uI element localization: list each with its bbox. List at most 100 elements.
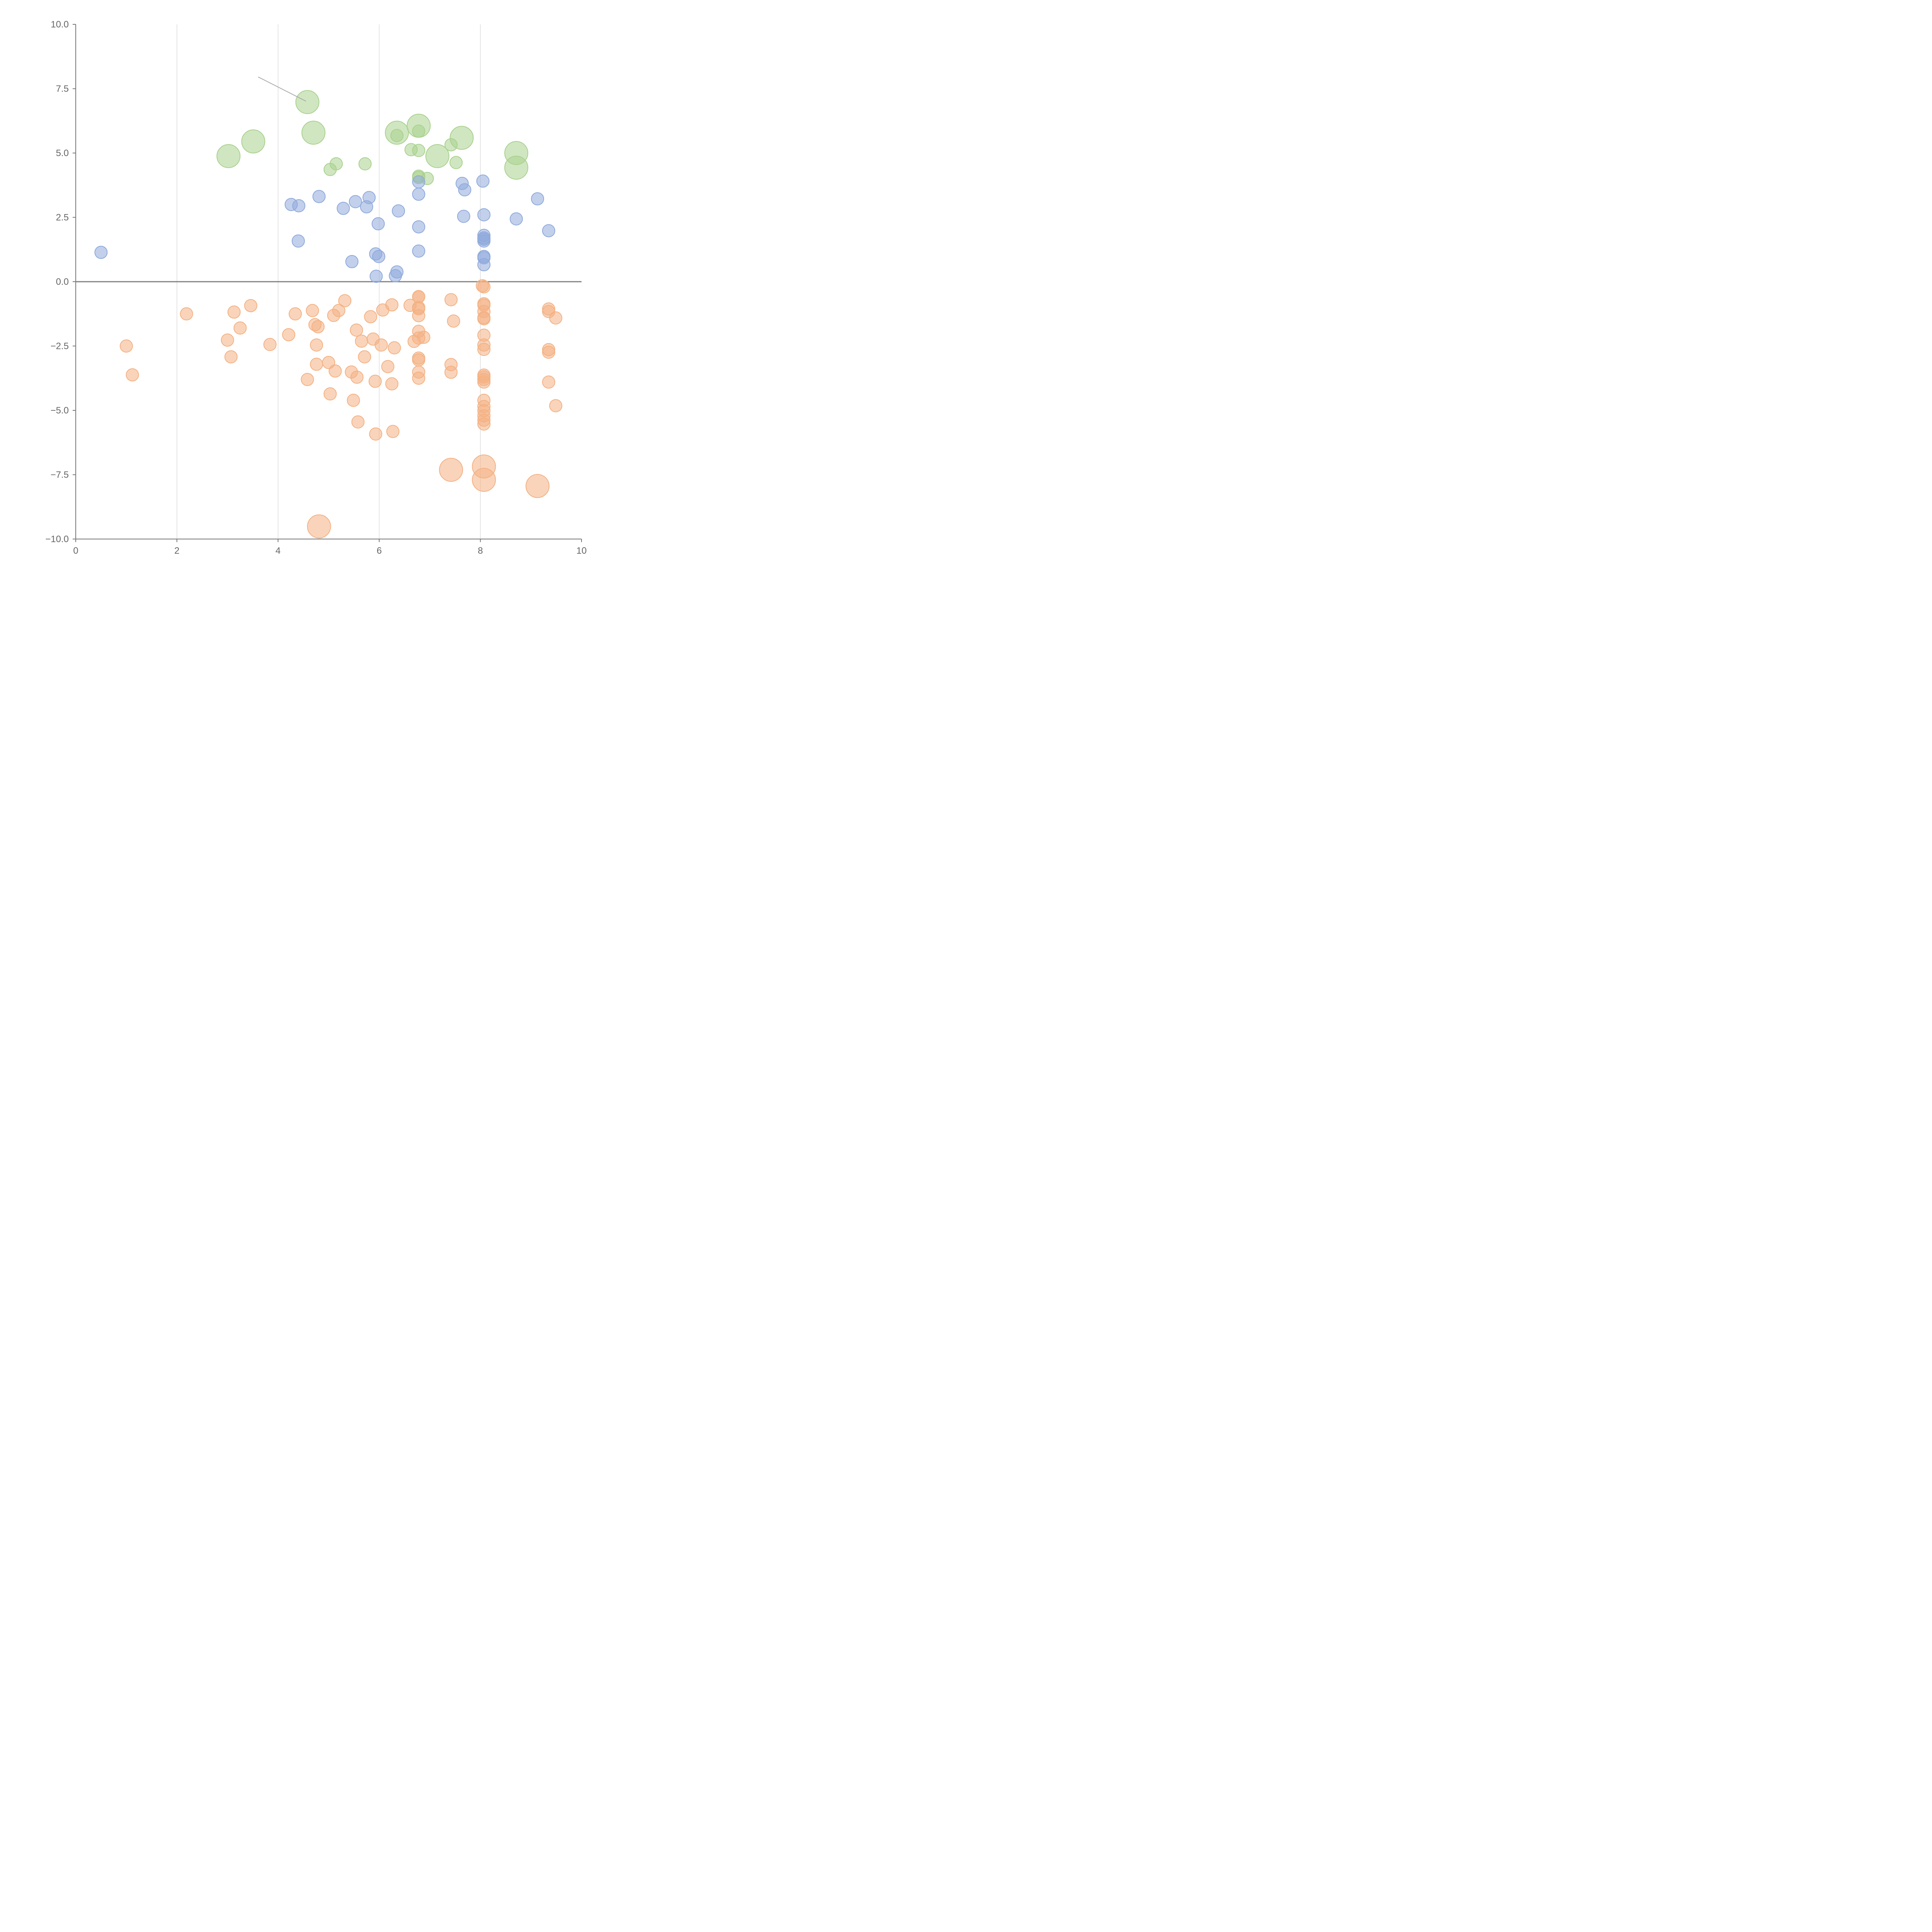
data-point — [292, 199, 306, 213]
data-point — [542, 345, 555, 359]
data-point — [323, 163, 337, 176]
y-tick-label: 5.0 — [56, 148, 69, 158]
data-point — [385, 377, 399, 391]
data-point — [338, 294, 352, 308]
data-point — [289, 307, 302, 321]
data-point — [542, 375, 555, 389]
data-point — [94, 246, 108, 259]
data-point — [549, 399, 563, 413]
data-point — [542, 224, 555, 238]
data-point — [386, 425, 400, 438]
data-point — [412, 220, 425, 234]
data-point — [412, 244, 425, 258]
data-point — [371, 217, 385, 231]
data-point — [412, 353, 425, 367]
data-point — [389, 269, 402, 282]
data-point — [477, 208, 491, 221]
data-point — [477, 258, 491, 272]
data-point — [372, 250, 386, 263]
data-point — [477, 312, 491, 325]
data-point — [295, 90, 320, 114]
axes — [75, 24, 582, 539]
scatter-chart: 0 2 4 6 8 10 −10.0 −7.5 −5.0 −2.5 0.0 2.5 5.0 7.5 10.0 — [45, 19, 587, 556]
data-point — [374, 338, 388, 352]
data-point — [351, 415, 365, 429]
data-point — [412, 371, 425, 385]
data-point — [390, 129, 404, 142]
annotations — [258, 77, 306, 102]
data-point — [310, 338, 323, 352]
x-tick-label: 6 — [377, 546, 382, 556]
data-point — [510, 212, 523, 226]
data-point — [216, 144, 241, 168]
data-point — [350, 323, 363, 337]
y-tick-label: −7.5 — [51, 470, 69, 480]
data-point — [364, 310, 378, 323]
data-point — [412, 124, 425, 138]
data-point — [412, 144, 425, 157]
data-points — [94, 90, 563, 539]
data-point — [531, 192, 544, 206]
data-point — [345, 255, 359, 269]
data-point — [444, 366, 458, 379]
data-point — [388, 341, 401, 355]
data-point — [425, 144, 449, 168]
data-point — [358, 157, 372, 170]
data-point — [224, 350, 238, 364]
data-point — [457, 209, 471, 223]
leader-line — [258, 77, 306, 102]
y-tick-label: 2.5 — [56, 213, 69, 223]
data-point — [337, 202, 350, 215]
data-point — [355, 334, 368, 348]
data-point — [477, 234, 491, 248]
y-tick-label: −2.5 — [51, 341, 69, 352]
data-point — [310, 357, 323, 371]
data-point — [358, 350, 371, 364]
data-point — [476, 174, 490, 188]
data-point — [119, 339, 133, 353]
y-tick-label: 0.0 — [56, 277, 69, 287]
data-point — [301, 121, 326, 145]
data-point — [360, 200, 373, 214]
x-tick-label: 2 — [174, 546, 179, 556]
data-point — [444, 138, 458, 151]
data-point — [477, 280, 491, 294]
data-point — [381, 360, 395, 373]
data-point — [392, 204, 405, 218]
data-point — [312, 190, 326, 203]
data-point — [180, 307, 193, 321]
axis-ticks: 0 2 4 6 8 10 −10.0 −7.5 −5.0 −2.5 0.0 2.5 5.0 7.5 10.0 — [45, 19, 587, 556]
x-tick-label: 0 — [73, 546, 78, 556]
data-point — [282, 328, 296, 342]
data-point — [233, 321, 247, 335]
data-point — [126, 368, 139, 382]
series-1 — [94, 174, 555, 283]
data-point — [477, 417, 491, 431]
data-point — [332, 304, 345, 317]
data-point — [526, 474, 550, 498]
data-point — [291, 234, 305, 248]
data-point — [369, 270, 383, 283]
data-point — [347, 394, 360, 407]
data-point — [458, 183, 471, 197]
data-point — [477, 375, 491, 389]
data-point — [449, 156, 463, 169]
series-2 — [119, 279, 563, 539]
data-point — [350, 371, 364, 384]
data-point — [328, 364, 342, 378]
data-point — [447, 314, 460, 328]
y-tick-label: −5.0 — [51, 405, 69, 416]
data-point — [244, 299, 257, 312]
x-tick-label: 4 — [276, 546, 281, 556]
x-tick-label: 10 — [577, 546, 587, 556]
y-tick-label: 7.5 — [56, 84, 69, 94]
data-point — [412, 187, 425, 201]
data-point — [417, 330, 430, 344]
data-point — [549, 311, 563, 325]
x-tick-label: 8 — [478, 546, 483, 556]
data-point — [439, 457, 463, 482]
data-point — [307, 514, 331, 539]
data-point — [227, 305, 241, 319]
data-point — [504, 155, 529, 180]
data-point — [444, 293, 458, 306]
